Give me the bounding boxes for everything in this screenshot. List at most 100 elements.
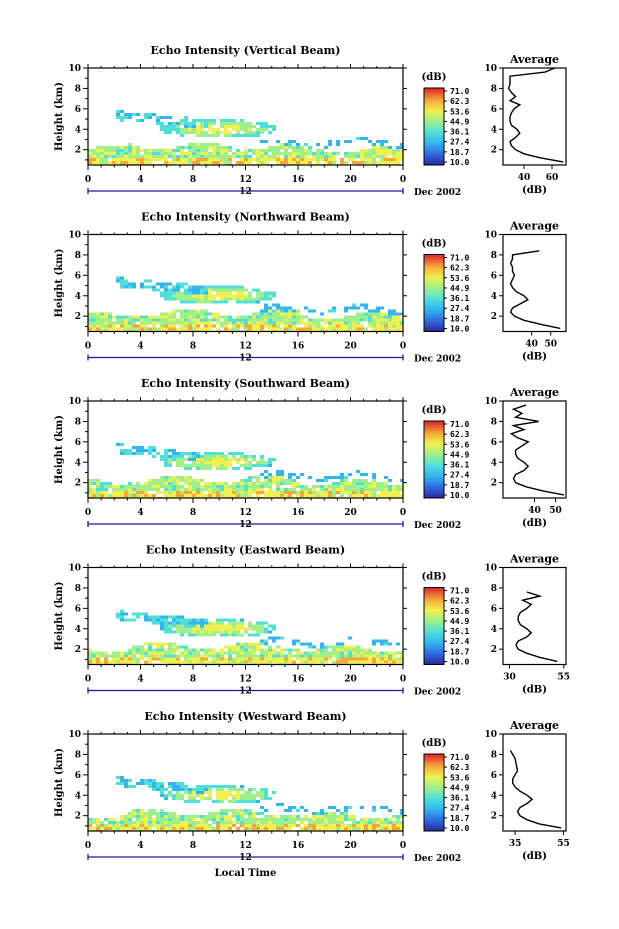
- heatmap-cell: [244, 821, 248, 824]
- heatmap-cell: [328, 161, 332, 164]
- heatmap-cell: [340, 648, 344, 652]
- heatmap-cell: [164, 297, 168, 301]
- heatmap-cell: [228, 291, 232, 295]
- heatmap-cell: [168, 321, 172, 325]
- date-label: Dec 2002: [414, 355, 461, 365]
- colorbar-tick-label: 71.0: [450, 587, 469, 596]
- heatmap-cell: [392, 321, 396, 325]
- heatmap-cell: [328, 321, 332, 325]
- heatmap-cell: [364, 824, 368, 827]
- heatmap-cell: [284, 488, 288, 491]
- profile-y-tick-label: 4: [491, 458, 497, 468]
- colorbar-segment: [424, 264, 444, 267]
- heatmap-cell: [384, 158, 388, 161]
- heatmap-cell: [284, 827, 288, 830]
- heatmap-cell: [212, 134, 216, 137]
- profile-title: Average: [509, 386, 559, 399]
- heatmap-cell: [180, 660, 184, 664]
- heatmap-cell: [232, 128, 236, 131]
- colorbar-segment: [424, 589, 444, 592]
- heatmap-cell: [288, 827, 292, 830]
- heatmap-cell: [244, 491, 248, 494]
- heatmap-cell: [160, 116, 164, 119]
- heatmap-cell: [92, 657, 96, 661]
- heatmap-cell: [212, 494, 216, 497]
- colorbar-segment: [424, 480, 444, 484]
- heatmap-cell: [356, 155, 360, 158]
- heatmap-cell: [216, 452, 220, 455]
- heatmap-cell: [256, 300, 260, 304]
- heatmap-cell: [208, 324, 212, 328]
- heatmap-cell: [300, 321, 304, 325]
- heatmap-cell: [164, 624, 168, 628]
- colorbar-segment: [424, 132, 444, 135]
- heatmap-cell: [308, 651, 312, 655]
- heatmap-cell: [396, 312, 400, 316]
- heatmap-cell: [268, 146, 272, 149]
- heatmap-cell: [180, 458, 184, 461]
- heatmap-cell: [196, 618, 200, 622]
- heatmap-cell: [184, 309, 188, 313]
- heatmap-cell: [240, 464, 244, 467]
- heatmap-cell: [240, 155, 244, 158]
- heatmap-cell: [140, 324, 144, 328]
- heatmap-cell: [328, 494, 332, 497]
- heatmap-cell: [164, 621, 168, 625]
- heatmap-cell: [200, 327, 204, 331]
- colorbar-segment: [424, 254, 444, 257]
- heatmap-cell: [312, 645, 316, 649]
- heatmap-cell: [352, 815, 356, 818]
- heatmap-cell: [332, 306, 336, 310]
- heatmap-cell: [320, 809, 324, 812]
- heatmap-cell: [180, 651, 184, 655]
- heatmap-cell: [348, 648, 352, 652]
- heatmap-cell: [248, 648, 252, 652]
- colorbar-segment: [424, 285, 444, 288]
- heatmap-cell: [296, 482, 300, 485]
- heatmap-cell: [140, 155, 144, 158]
- y-axis-label: Height (km): [54, 249, 65, 318]
- y-tick-label: 8: [75, 584, 81, 594]
- heatmap-cell: [200, 122, 204, 125]
- heatmap-cell: [248, 800, 252, 803]
- heatmap-cell: [188, 621, 192, 625]
- heatmap-cell: [312, 491, 316, 494]
- heatmap-cell: [168, 791, 172, 794]
- heatmap-cell: [224, 297, 228, 301]
- heatmap-cell: [372, 482, 376, 485]
- heatmap-cell: [128, 282, 132, 286]
- heatmap-cell: [336, 143, 340, 146]
- heatmap-cell: [104, 318, 108, 322]
- heatmap-cell: [236, 794, 240, 797]
- heatmap-cell: [332, 660, 336, 664]
- heatmap-cell: [232, 491, 236, 494]
- heatmap-cell: [148, 279, 152, 283]
- heatmap-cell: [400, 321, 403, 325]
- heatmap-cell: [192, 128, 196, 131]
- heatmap-cell: [400, 485, 403, 488]
- heatmap-cell: [272, 476, 276, 479]
- heatmap-cell: [212, 297, 216, 301]
- heatmap-cell: [128, 324, 132, 328]
- heatmap-cell: [120, 651, 124, 655]
- heatmap-cell: [92, 651, 96, 655]
- heatmap-cell: [184, 800, 188, 803]
- heatmap-cell: [400, 155, 403, 158]
- heatmap-cell: [320, 327, 324, 331]
- heatmap-cell: [208, 485, 212, 488]
- heatmap-cell: [128, 449, 132, 452]
- heatmap-cell: [344, 806, 348, 809]
- heatmap-cell: [192, 318, 196, 322]
- heatmap-cell: [264, 461, 268, 464]
- heatmap-cell: [384, 149, 388, 152]
- heatmap-cell: [216, 321, 220, 325]
- heatmap-cell: [248, 461, 252, 464]
- heatmap-cell: [132, 158, 136, 161]
- heatmap-cell: [184, 294, 188, 298]
- heatmap-cell: [260, 654, 264, 658]
- heatmap-cell: [360, 479, 364, 482]
- heatmap-cell: [256, 479, 260, 482]
- heatmap-cell: [196, 627, 200, 631]
- heatmap-cell: [144, 116, 148, 119]
- heatmap-cell: [340, 642, 344, 646]
